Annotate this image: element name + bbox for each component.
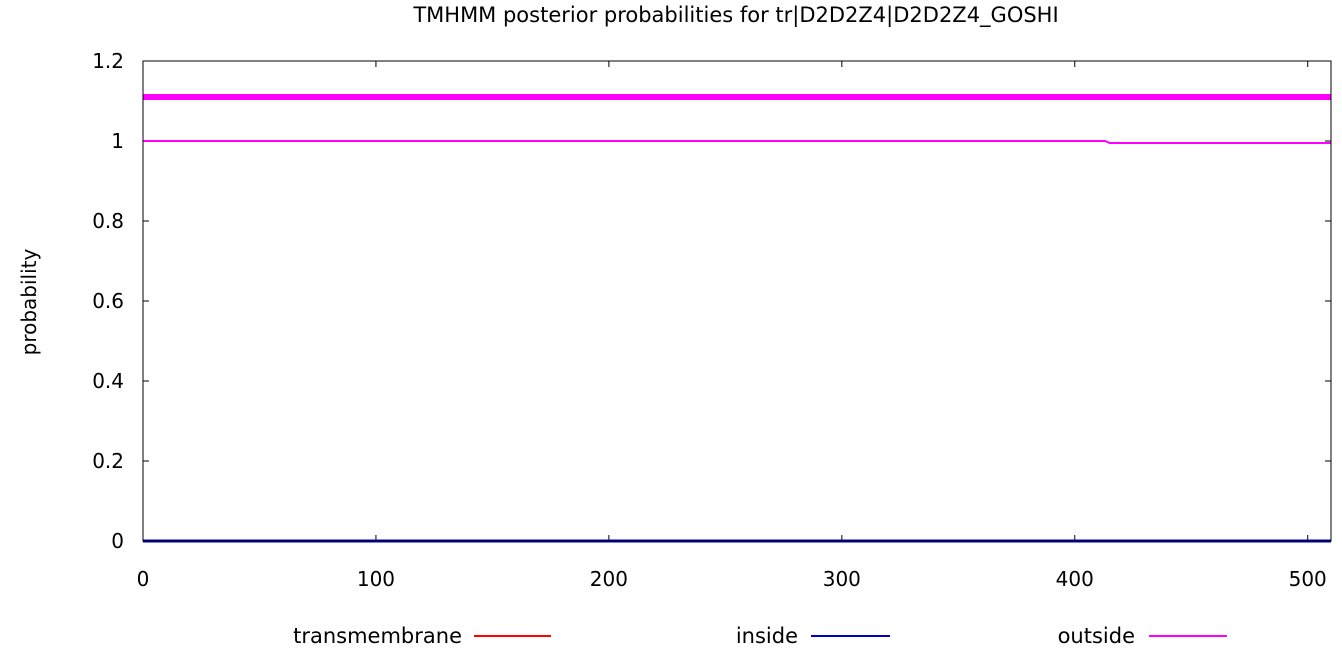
x-tick-label: 100 [357,567,395,591]
y-tick-label: 0 [111,529,124,553]
x-axis-ticks: 0 100 200 300 400 500 [137,61,1327,591]
y-tick-label: 0.2 [92,449,124,473]
x-tick-label: 500 [1289,567,1327,591]
series-line-outside [143,140,1331,144]
legend-label-transmembrane: transmembrane [293,624,462,648]
legend-label-inside: inside [736,624,798,648]
x-tick-label: 400 [1056,567,1094,591]
legend: transmembrane inside outside [293,624,1227,648]
y-tick-label: 0.8 [92,209,124,233]
series-lines [143,94,1331,543]
y-axis-label: probability [17,248,41,355]
x-tick-label: 200 [590,567,628,591]
y-tick-label: 0.4 [92,369,124,393]
chart-title: TMHMM posterior probabilities for tr|D2D… [412,3,1058,28]
plot-frame [142,60,1332,542]
legend-label-outside: outside [1058,624,1135,648]
x-tick-label: 300 [823,567,861,591]
y-axis-ticks: 0 0.2 0.4 0.6 0.8 1 1.2 [92,49,1331,553]
y-tick-label: 1.2 [92,49,124,73]
y-tick-label: 1 [111,129,124,153]
y-tick-label: 0.6 [92,289,124,313]
x-tick-label: 0 [137,567,150,591]
